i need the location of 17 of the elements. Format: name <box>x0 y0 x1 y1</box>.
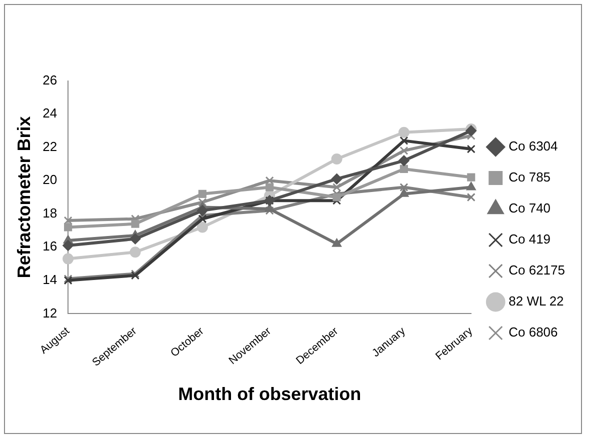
legend-label: 82 WL 22 <box>508 294 564 309</box>
legend-label: Co 62175 <box>508 262 566 278</box>
legend-label: Co 6806 <box>508 324 558 340</box>
legend-label: Co 6304 <box>508 138 558 154</box>
y-tick-label: 16 <box>42 238 58 254</box>
y-tick-label: 14 <box>42 272 58 288</box>
legend-label: Co 740 <box>508 200 551 216</box>
legend-label: Co 419 <box>508 232 551 247</box>
x-axis-title: Month of observation <box>178 384 362 404</box>
y-tick-label: 24 <box>42 106 58 121</box>
y-tick-label: 18 <box>42 205 58 220</box>
y-tick-label: 20 <box>42 172 58 188</box>
y-tick-label: 26 <box>42 72 58 88</box>
legend-label: Co 785 <box>508 170 551 185</box>
y-tick-label: 12 <box>42 305 58 320</box>
y-tick-label: 22 <box>42 138 58 154</box>
y-axis-title: Refractometer Brix <box>14 116 34 278</box>
